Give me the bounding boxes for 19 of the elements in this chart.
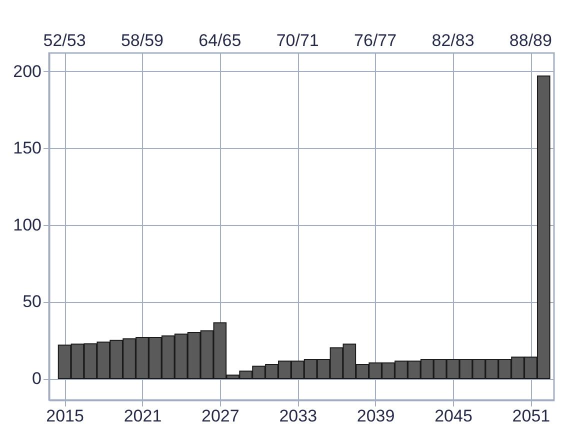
text: 58/59 [120, 31, 164, 50]
text: 64/65 [198, 31, 242, 50]
x-tick-label: 2027 [202, 406, 240, 426]
text: 70/71 [276, 31, 319, 50]
text: 88/89 [509, 31, 552, 50]
y-tick-label: 150 [13, 138, 42, 158]
text: 82/83 [432, 31, 474, 50]
x-tick-label: 2045 [434, 406, 472, 426]
x-tick-label: 2051 [512, 406, 550, 426]
y-tick-label: 0 [32, 369, 42, 388]
y-tick-label: 50 [22, 292, 42, 312]
text: 52/53 [43, 31, 86, 50]
x-tick-label: 2015 [46, 406, 84, 426]
y-tick-label: 200 [13, 62, 42, 81]
x-tick-label: 2039 [356, 406, 395, 426]
x-tick-label: 2021 [124, 406, 162, 426]
y-tick-label: 100 [13, 215, 42, 234]
x-tick-label: 2033 [279, 406, 318, 426]
text: 76/77 [354, 31, 397, 50]
